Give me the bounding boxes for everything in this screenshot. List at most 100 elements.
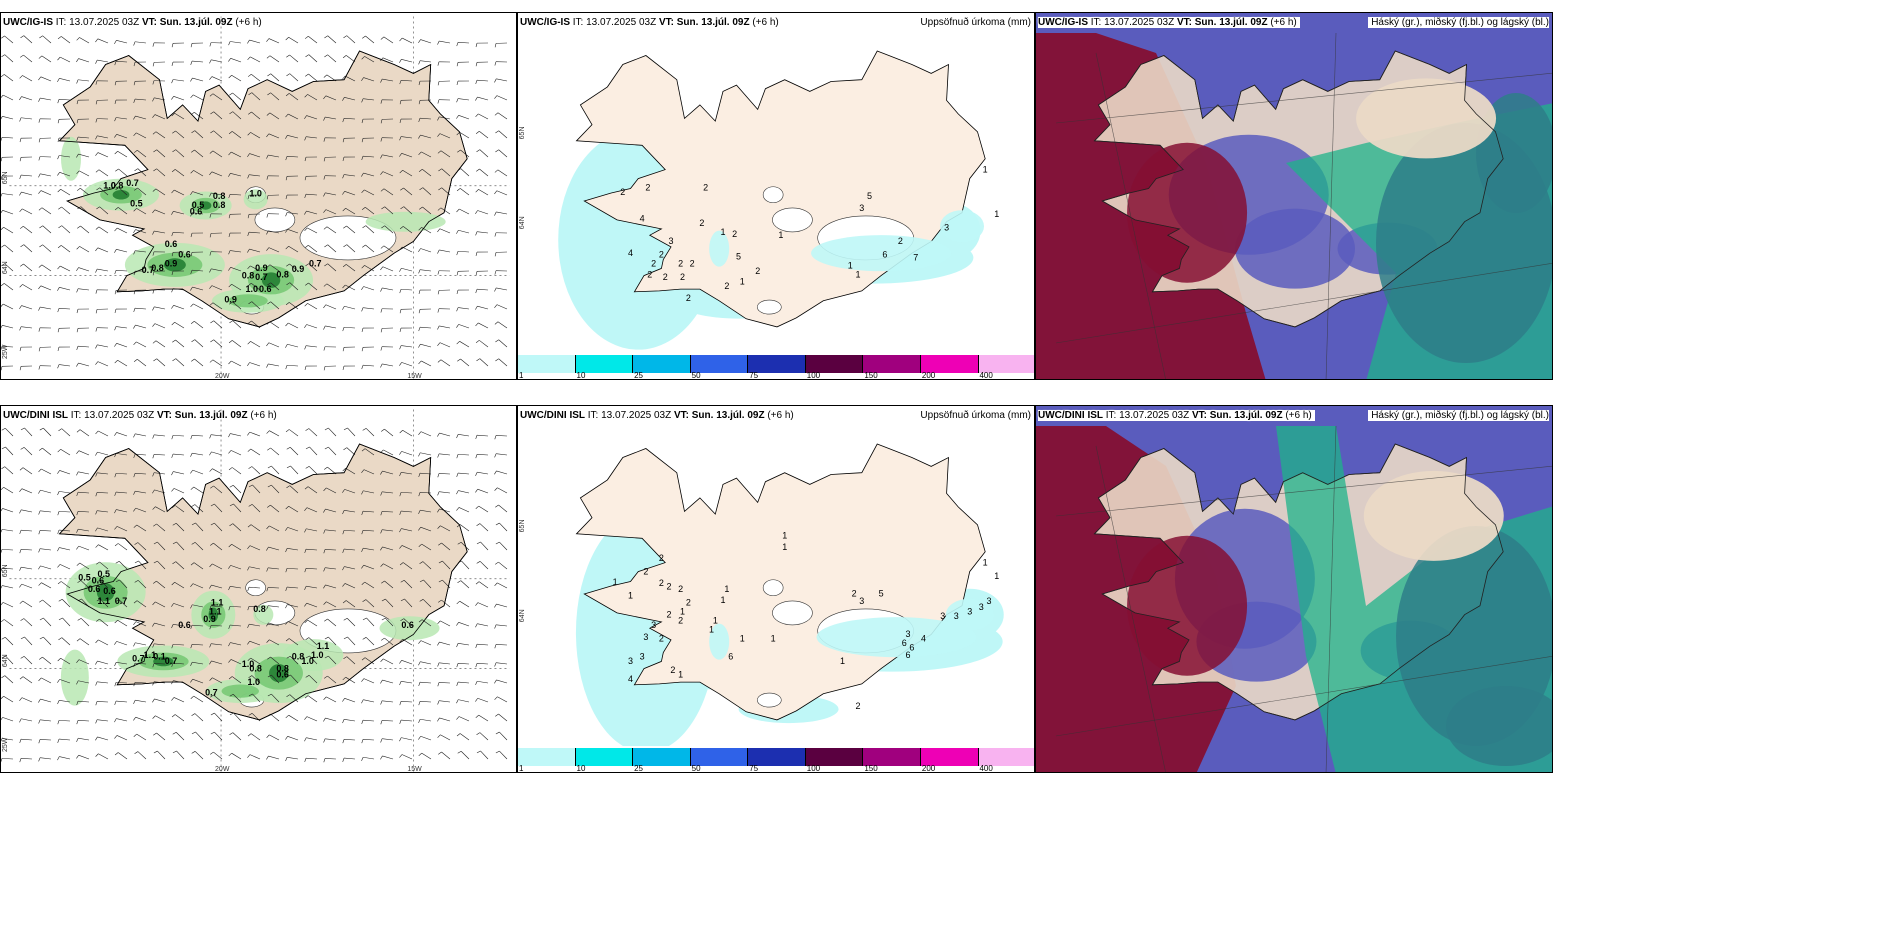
wind-barb <box>344 305 356 310</box>
wind-barb <box>289 694 299 703</box>
wind-barb <box>460 358 470 367</box>
wind-barb <box>423 579 432 589</box>
clear-sky-land <box>1363 470 1504 561</box>
wind-barb-flag <box>399 345 402 350</box>
wind-barb <box>135 98 147 101</box>
wind-barb-flag <box>437 700 440 705</box>
wind-barb <box>173 644 185 646</box>
wind-barb-flag <box>362 244 366 248</box>
wind-barb-flag <box>324 618 328 622</box>
wind-barb-flag <box>19 366 22 371</box>
wind-barb-flag <box>228 250 231 255</box>
wind-barb <box>4 637 14 646</box>
lon-label: 25W <box>2 344 9 359</box>
wind-barb-flag <box>39 427 44 431</box>
wind-barb <box>212 468 223 475</box>
wind-barb-flag <box>381 580 385 584</box>
wind-barb <box>116 641 128 646</box>
wind-barb-flag <box>209 660 212 665</box>
wind-barb-flag <box>19 75 23 79</box>
wind-barb-flag <box>228 214 231 219</box>
wind-barb-flag <box>153 149 157 153</box>
contour-value: 3 <box>668 236 673 246</box>
wind-barb <box>230 450 242 456</box>
wind-barb-flag <box>1 529 3 533</box>
wind-barb-flag <box>190 286 193 291</box>
wind-barb <box>135 433 147 437</box>
wind-barb-flag <box>304 36 309 39</box>
wind-barb <box>382 154 394 158</box>
wind-barb <box>154 209 166 215</box>
wind-barb <box>477 434 489 437</box>
wind-barb-flag <box>286 674 291 678</box>
contour-value: 2 <box>686 293 691 303</box>
wind-barb-flag <box>172 731 177 735</box>
wind-barb-flag <box>247 657 251 661</box>
wind-barb <box>97 38 109 44</box>
wind-barb-flag <box>228 565 231 569</box>
wind-barb <box>192 77 204 82</box>
wind-barb-flag <box>20 244 24 248</box>
wind-barb-flag <box>152 643 155 648</box>
wind-barb <box>477 663 489 665</box>
wind-barb <box>231 360 242 367</box>
wind-barb <box>267 587 280 589</box>
wind-barb <box>306 716 318 722</box>
wind-barb-flag <box>438 560 443 564</box>
wind-barb <box>498 149 508 158</box>
wind-barb-flag <box>95 226 100 230</box>
wind-barb <box>271 693 280 703</box>
colorbar-swatch <box>518 748 576 766</box>
wind-barb-flag <box>191 522 196 526</box>
wind-barb <box>116 343 128 348</box>
wind-barb <box>328 636 337 646</box>
wind-barb <box>230 250 242 253</box>
wind-barb <box>78 345 90 348</box>
wind-barb-flag <box>190 321 195 324</box>
wind-barb <box>459 524 470 532</box>
wind-barb-flag <box>343 225 347 229</box>
graticule-line <box>1325 32 1337 379</box>
wind-barb-flag <box>76 309 79 314</box>
wind-barb <box>382 57 394 63</box>
wind-barb-flag <box>380 266 384 271</box>
wind-barb-flag <box>285 135 288 139</box>
wind-barb <box>306 585 318 589</box>
wind-barb <box>230 586 242 589</box>
wind-barb-flag <box>57 720 60 725</box>
wind-barb <box>116 269 128 272</box>
wind-barb <box>496 662 508 665</box>
wind-barb-flag <box>228 752 232 757</box>
wind-barb <box>232 485 242 494</box>
wind-barb-flag <box>57 99 60 104</box>
wind-barb-flag <box>323 226 328 230</box>
wind-barb-flag <box>38 156 41 161</box>
wind-barb <box>401 451 413 456</box>
wind-barb <box>78 720 90 722</box>
wind-barb-flag <box>456 230 459 234</box>
wind-barb-flag <box>437 150 442 154</box>
wind-barb-flag <box>171 488 175 492</box>
contour-value: 3 <box>967 607 972 617</box>
wind-barb-flag <box>95 753 99 757</box>
wind-barb-flag <box>266 546 269 551</box>
glacier-outline <box>762 186 784 204</box>
wind-barb-flag <box>324 263 328 267</box>
wind-barb-flag <box>437 342 441 346</box>
wind-barb-flag <box>494 190 498 195</box>
wind-barb <box>499 522 508 532</box>
wind-barb-flag <box>266 605 269 610</box>
wind-barb <box>97 510 109 513</box>
wind-barb-flag <box>475 681 478 686</box>
wind-barb-flag <box>133 99 136 103</box>
wind-barb <box>401 528 413 532</box>
wind-barb-flag <box>76 346 79 351</box>
wind-barb-flag <box>323 717 326 722</box>
wind-barb <box>154 643 166 646</box>
wind-barb-flag <box>209 42 212 47</box>
contour-value: 2 <box>690 259 695 269</box>
wind-barb <box>230 606 242 608</box>
wind-barb-flag <box>248 504 253 507</box>
wind-barb <box>288 429 299 437</box>
wind-barb <box>97 59 109 63</box>
